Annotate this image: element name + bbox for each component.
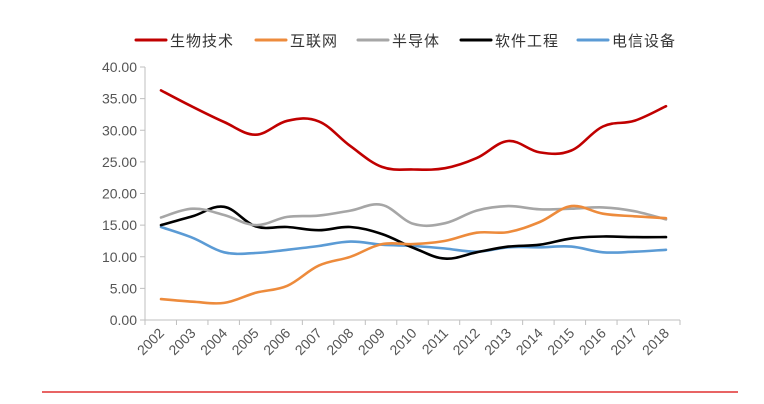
- x-tick-label: 2016: [576, 325, 609, 358]
- series-line-3: [159, 203, 668, 228]
- series-line-1: [159, 89, 668, 172]
- series-lines: [159, 89, 668, 305]
- y-tick-label: 0.00: [110, 312, 137, 328]
- series-line-5: [159, 225, 668, 256]
- y-tick-label: 35.00: [102, 91, 137, 107]
- x-tick-label: 2005: [228, 325, 261, 358]
- legend-label: 互联网: [290, 32, 338, 50]
- x-tick-label: 2015: [544, 325, 577, 358]
- y-tick-label: 25.00: [102, 154, 137, 170]
- x-tick-label: 2007: [292, 325, 325, 358]
- y-tick-label: 20.00: [102, 186, 137, 202]
- x-tick-label: 2014: [513, 325, 546, 358]
- y-tick-label: 5.00: [110, 280, 137, 296]
- legend-label: 半导体: [392, 32, 440, 50]
- x-tick-label: 2009: [355, 325, 388, 358]
- legend-label: 生物技术: [170, 32, 234, 50]
- series-line-2: [159, 204, 668, 305]
- x-tick-label: 2013: [481, 325, 514, 358]
- y-tick-label: 40.00: [102, 59, 137, 75]
- x-tick-label: 2012: [449, 325, 482, 358]
- legend-label: 电信设备: [612, 32, 676, 50]
- x-tick-label: 2006: [260, 325, 293, 358]
- x-tick-label: 2011: [419, 325, 452, 358]
- x-axis-ticks: 2002200320042005200620072008200920102011…: [134, 320, 681, 358]
- x-tick-label: 2004: [197, 325, 230, 358]
- y-axis-ticks: 0.00 5.00 10.00 15.00 20.00 25.00 30.00 35.00 40…: [102, 59, 145, 328]
- x-tick-label: 2008: [323, 325, 356, 358]
- legend-label: 软件工程: [495, 32, 559, 50]
- y-tick-label: 10.00: [102, 249, 137, 265]
- x-tick-label: 2003: [165, 325, 198, 358]
- x-tick-label: 2002: [134, 325, 167, 358]
- y-tick-label: 30.00: [102, 122, 137, 138]
- x-tick-label: 2010: [386, 325, 419, 358]
- x-tick-label: 2017: [607, 325, 640, 358]
- series-line-4: [159, 205, 668, 260]
- x-tick-label: 2018: [639, 325, 672, 358]
- y-tick-label: 15.00: [102, 217, 137, 233]
- legend: 生物技术 互联网 半导体 软件工程 电信设备: [134, 32, 676, 50]
